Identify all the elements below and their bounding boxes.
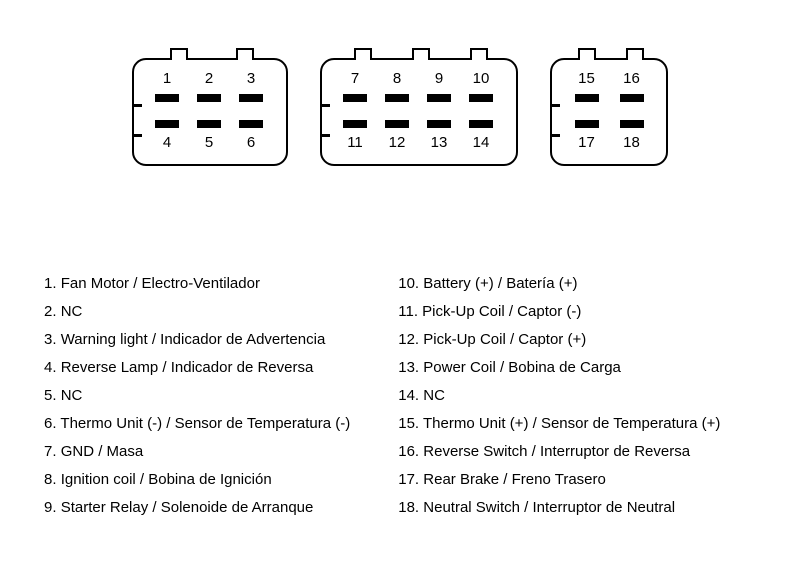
pin-slot (575, 94, 599, 102)
pin-slot (343, 94, 367, 102)
connector-1: 1 2 3 4 5 6 (132, 58, 288, 166)
pin-number: 10 (473, 70, 490, 88)
connector-tab (236, 48, 254, 60)
connector-notch (320, 104, 330, 107)
pin-number: 14 (473, 134, 490, 152)
pin-slot (197, 94, 221, 102)
legend-entry: 9. Starter Relay / Solenoide de Arranque (44, 494, 350, 522)
pin-number: 4 (163, 134, 171, 152)
pin-slot (469, 120, 493, 128)
legend-entry: 6. Thermo Unit (-) / Sensor de Temperatu… (44, 410, 350, 438)
pin-number: 7 (351, 70, 359, 88)
pin-number: 11 (347, 134, 363, 152)
connector-tab (578, 48, 596, 60)
pin-slot (343, 120, 367, 128)
pin-number: 8 (393, 70, 401, 88)
legend-entry: 17. Rear Brake / Freno Trasero (398, 466, 720, 494)
pin-number: 12 (389, 134, 406, 152)
pin-number: 2 (205, 70, 213, 88)
pin-slot (197, 120, 221, 128)
connectors-row: 1 2 3 4 5 6 7 8 9 10 (0, 58, 800, 166)
pin-slot (239, 120, 263, 128)
pin-slot (385, 120, 409, 128)
pin-number: 1 (163, 70, 171, 88)
connector-2: 7 8 9 10 11 12 13 14 (320, 58, 518, 166)
connector-notch (550, 134, 560, 137)
connector-tab (470, 48, 488, 60)
pin-number: 17 (578, 134, 595, 152)
connector-notch (132, 134, 142, 137)
connector-notch (550, 104, 560, 107)
legend-entry: 18. Neutral Switch / Interruptor de Neut… (398, 494, 720, 522)
legend-entry: 15. Thermo Unit (+) / Sensor de Temperat… (398, 410, 720, 438)
pin-slot (575, 120, 599, 128)
legend-entry: 10. Battery (+) / Batería (+) (398, 270, 720, 298)
legend-entry: 8. Ignition coil / Bobina de Ignición (44, 466, 350, 494)
pin-number: 13 (431, 134, 448, 152)
pin-number: 16 (623, 70, 640, 88)
connector-tab (354, 48, 372, 60)
pin-number: 9 (435, 70, 443, 88)
pin-number: 3 (247, 70, 255, 88)
pin-slot (155, 94, 179, 102)
pin-slot (469, 94, 493, 102)
legend-entry: 11. Pick-Up Coil / Captor (-) (398, 298, 720, 326)
legend-entry: 14. NC (398, 382, 720, 410)
pin-row-bottom: 17 18 (564, 120, 654, 152)
pin-number: 6 (247, 134, 255, 152)
connector-notch (132, 104, 142, 107)
pin-row-bottom: 11 12 13 14 (334, 120, 504, 152)
legend-entry: 13. Power Coil / Bobina de Carga (398, 354, 720, 382)
pin-row-bottom: 4 5 6 (146, 120, 274, 152)
legend-entry: 12. Pick-Up Coil / Captor (+) (398, 326, 720, 354)
legend-entry: 5. NC (44, 382, 350, 410)
pin-row-top: 1 2 3 (146, 70, 274, 102)
legend-entry: 7. GND / Masa (44, 438, 350, 466)
pin-slot (239, 94, 263, 102)
pin-slot (155, 120, 179, 128)
pin-number: 5 (205, 134, 213, 152)
connector-tab (626, 48, 644, 60)
connector-3: 15 16 17 18 (550, 58, 668, 166)
connector-tab (170, 48, 188, 60)
legend-entry: 1. Fan Motor / Electro-Ventilador (44, 270, 350, 298)
legend-entry: 4. Reverse Lamp / Indicador de Reversa (44, 354, 350, 382)
legend-entry: 2. NC (44, 298, 350, 326)
pin-slot (620, 94, 644, 102)
pin-slot (427, 120, 451, 128)
pin-row-top: 7 8 9 10 (334, 70, 504, 102)
pin-row-top: 15 16 (564, 70, 654, 102)
connector-notch (320, 134, 330, 137)
pin-number: 18 (623, 134, 640, 152)
legend-column-2: 10. Battery (+) / Batería (+) 11. Pick-U… (398, 270, 720, 522)
pin-number: 15 (578, 70, 595, 88)
pin-slot (620, 120, 644, 128)
pinout-legend: 1. Fan Motor / Electro-Ventilador 2. NC … (44, 270, 720, 522)
legend-entry: 3. Warning light / Indicador de Adverten… (44, 326, 350, 354)
legend-entry: 16. Reverse Switch / Interruptor de Reve… (398, 438, 720, 466)
pin-slot (385, 94, 409, 102)
connector-tab (412, 48, 430, 60)
legend-column-1: 1. Fan Motor / Electro-Ventilador 2. NC … (44, 270, 350, 522)
pin-slot (427, 94, 451, 102)
